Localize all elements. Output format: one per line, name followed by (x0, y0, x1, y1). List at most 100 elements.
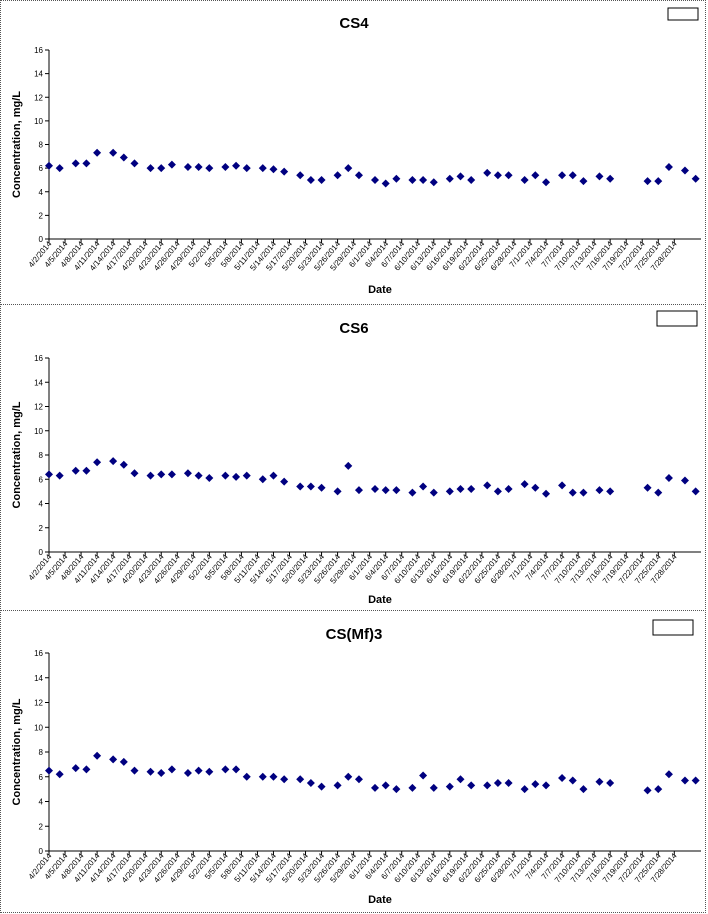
data-point (606, 174, 615, 183)
data-point (392, 785, 401, 794)
data-point (456, 484, 465, 493)
data-point (419, 482, 428, 491)
data-point (333, 781, 342, 790)
data-point (558, 773, 567, 782)
y-tick-label: 14 (34, 674, 43, 683)
data-point (542, 178, 551, 187)
data-point (306, 482, 315, 491)
data-point (82, 159, 91, 168)
data-point (130, 766, 139, 775)
data-point (520, 785, 529, 794)
data-point (280, 775, 289, 784)
chart-title: CS4 (339, 15, 369, 32)
data-point (130, 159, 139, 168)
data-point (258, 164, 267, 173)
chart-cs6: CS602468101214164/2/20144/5/20144/8/2014… (11, 310, 701, 606)
data-point (119, 460, 128, 469)
y-tick-label: 8 (39, 141, 44, 150)
data-point (595, 486, 604, 495)
y-tick-label: 16 (34, 354, 43, 363)
data-point (456, 775, 465, 784)
data-point (664, 162, 673, 171)
data-point (691, 776, 700, 785)
y-axis-label: Concentration, mg/L (11, 698, 23, 805)
y-tick-label: 4 (39, 188, 44, 197)
data-point (221, 162, 230, 171)
data-point (71, 159, 80, 168)
data-point (568, 776, 577, 785)
data-point (445, 174, 454, 183)
data-point (429, 783, 438, 792)
data-point (456, 172, 465, 181)
data-point (71, 764, 80, 773)
data-point (306, 175, 315, 184)
y-tick-label: 6 (39, 773, 44, 782)
data-point (296, 775, 305, 784)
data-point (467, 484, 476, 493)
x-axis-label: Date (368, 594, 392, 606)
data-point (445, 782, 454, 791)
data-point (680, 776, 689, 785)
y-tick-label: 4 (39, 500, 44, 509)
y-tick-label: 12 (34, 403, 43, 412)
data-point (157, 470, 166, 479)
y-tick-label: 2 (39, 524, 44, 533)
data-point (654, 177, 663, 186)
data-point (520, 480, 529, 489)
y-tick-label: 10 (34, 117, 43, 126)
data-point (109, 457, 118, 466)
data-point (691, 174, 700, 183)
data-point (306, 778, 315, 787)
data-point (531, 483, 540, 492)
data-point (109, 148, 118, 157)
data-point (483, 781, 492, 790)
x-axis-label: Date (368, 894, 392, 906)
data-point (542, 781, 551, 790)
data-point (445, 487, 454, 496)
y-axis-label: Concentration, mg/L (11, 401, 23, 508)
data-point (71, 466, 80, 475)
data-point (157, 769, 166, 778)
data-point (408, 488, 417, 497)
data-point (371, 175, 379, 184)
data-point (344, 461, 353, 470)
data-point (531, 780, 540, 789)
data-point (146, 164, 155, 173)
data-point (93, 751, 102, 760)
legend-box (652, 619, 694, 636)
data-point (504, 171, 513, 180)
chart-panel-cs6: CS6 0 2 4 6 8 10 12 14 16 4/2/2014 4/5/2014 4/8/2014… (0, 304, 706, 611)
data-point (93, 458, 102, 467)
data-point (205, 474, 214, 483)
data-point (408, 783, 417, 792)
data-point (119, 153, 128, 162)
y-tick-label: 4 (39, 798, 44, 807)
y-tick-label: 12 (34, 699, 43, 708)
data-point (55, 164, 64, 173)
data-point (167, 160, 176, 169)
data-point (317, 483, 326, 492)
data-point (45, 470, 53, 479)
data-point (194, 471, 203, 480)
data-point (493, 171, 502, 180)
y-tick-label: 0 (39, 548, 44, 557)
data-point (205, 164, 214, 173)
data-point (654, 785, 663, 794)
data-point (381, 781, 390, 790)
chart-csmf3: CS(Mf)302468101214164/2/20144/5/20144/8/… (11, 619, 701, 906)
y-tick-label: 8 (39, 748, 44, 757)
chart-cs4: CS402468101214164/2/20144/5/20144/8/2014… (11, 7, 701, 296)
data-point (493, 778, 502, 787)
y-tick-label: 8 (39, 451, 44, 460)
data-point (82, 765, 91, 774)
data-point (606, 487, 615, 496)
x-axis-label: Date (368, 284, 392, 296)
data-point (205, 767, 214, 776)
y-tick-label: 0 (39, 235, 44, 244)
chart-panel-cs4: CS4 0 2 4 6 8 10 12 14 16 4/2/2014 4/5/2014 4/8/2014… (0, 0, 706, 305)
data-point (558, 481, 567, 490)
data-point (333, 487, 342, 496)
data-point (221, 765, 230, 774)
data-point (317, 782, 326, 791)
data-point (242, 471, 251, 480)
